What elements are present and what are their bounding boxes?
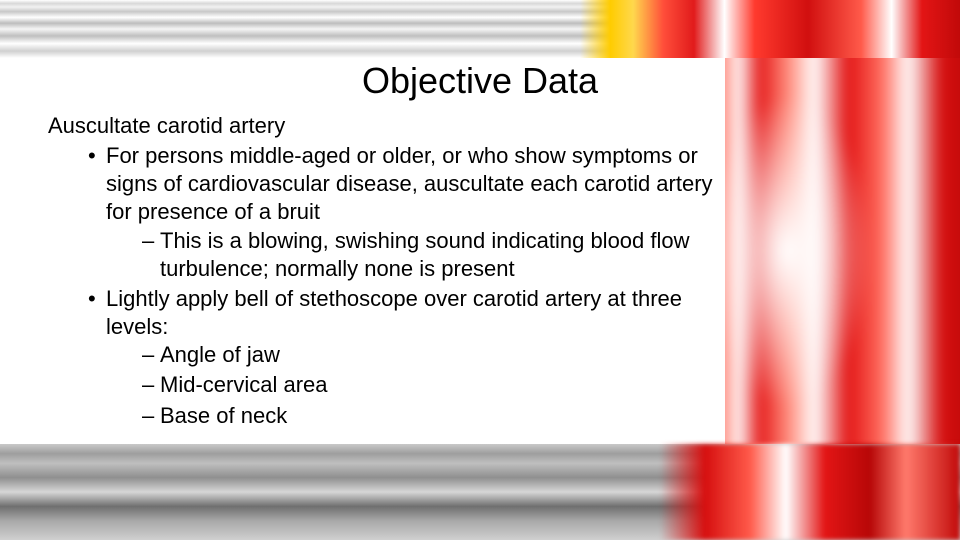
sub-item: This is a blowing, swishing sound indica… [142,227,728,283]
bullet-item: Lightly apply bell of stethoscope over c… [88,285,728,430]
bullet-item: For persons middle-aged or older, or who… [88,142,728,283]
sub-list: Angle of jaw Mid-cervical area Base of n… [106,341,728,429]
sub-item: Angle of jaw [142,341,728,369]
bullet-text: For persons middle-aged or older, or who… [106,143,713,224]
bullet-list: For persons middle-aged or older, or who… [48,142,728,430]
sub-item: Mid-cervical area [142,371,728,399]
right-art-blur [725,58,960,444]
right-decorative-art [725,58,960,444]
content-heading: Auscultate carotid artery [48,112,728,140]
top-decorative-band [0,0,960,58]
sub-item: Base of neck [142,402,728,430]
slide-content: Auscultate carotid artery For persons mi… [48,112,728,432]
bottom-decorative-band [0,444,960,540]
sub-list: This is a blowing, swishing sound indica… [106,227,728,283]
slide: Objective Data Auscultate carotid artery… [0,0,960,540]
slide-title: Objective Data [0,60,960,102]
bullet-text: Lightly apply bell of stethoscope over c… [106,286,682,339]
